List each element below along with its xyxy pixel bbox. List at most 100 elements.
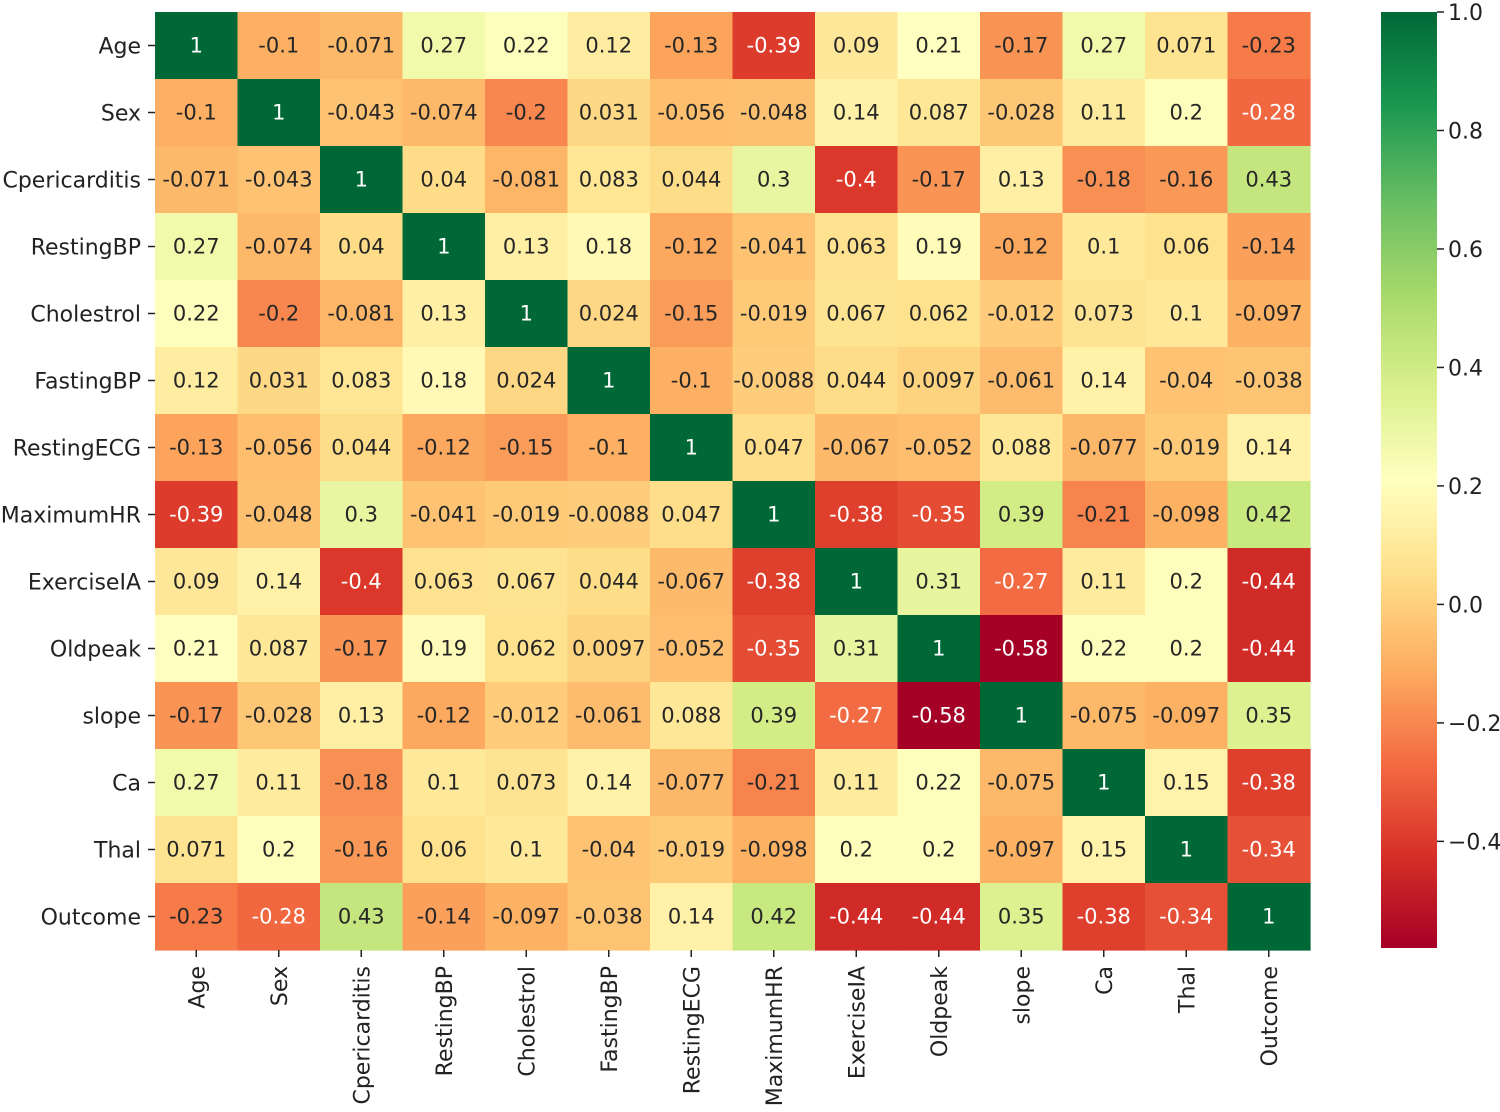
- heatmap-cell-thal-cholestrol: [485, 816, 569, 884]
- heatmap-cell-fastingbp-restingecg: [650, 347, 734, 415]
- cell-value-label: 0.22: [1080, 637, 1127, 661]
- heatmap-cell-age-exerciseia: [815, 12, 899, 80]
- heatmap-cell-slope-maximumhr: [732, 682, 816, 750]
- heatmap-cell-sex-ca: [1062, 79, 1146, 147]
- heatmap-cell-age-restingbp: [402, 12, 486, 80]
- cell-value-label: -0.04: [1159, 369, 1213, 393]
- heatmap-cell-slope-ca: [1062, 682, 1146, 750]
- cell-value-label: -0.38: [829, 503, 883, 527]
- cell-value-label: 0.087: [249, 637, 309, 661]
- cell-value-label: 1: [685, 436, 698, 460]
- cell-value-label: -0.38: [1242, 771, 1296, 795]
- cell-value-label: 0.22: [173, 302, 220, 326]
- heatmap-cell-slope-restingecg: [650, 682, 734, 750]
- heatmap-cell-slope-slope: [980, 682, 1064, 750]
- row-label-restingbp: RestingBP: [31, 236, 141, 261]
- row-label-ca: Ca: [112, 772, 141, 797]
- cell-value-label: 0.031: [579, 101, 639, 125]
- column-label-oldpeak: Oldpeak: [928, 966, 953, 1057]
- cell-value-label: -0.052: [657, 637, 725, 661]
- heatmap-cell-exerciseia-ca: [1062, 548, 1146, 616]
- heatmap-cell-cpericarditis-outcome: [1227, 146, 1311, 214]
- heatmap-cell-oldpeak-age: [155, 615, 239, 683]
- cell-value-label: -0.1: [588, 436, 629, 460]
- heatmap-cell-maximumhr-sex: [237, 481, 321, 549]
- heatmap-cell-maximumhr-maximumhr: [732, 481, 816, 549]
- heatmap-cell-cpericarditis-restingecg: [650, 146, 734, 214]
- row-label-slope: slope: [82, 705, 141, 730]
- heatmap-cell-age-thal: [1145, 12, 1229, 80]
- cell-value-label: 0.11: [1080, 570, 1127, 594]
- cell-value-label: -0.0088: [733, 369, 814, 393]
- heatmap-cell-outcome-slope: [980, 883, 1064, 951]
- cell-value-label: 0.083: [579, 168, 639, 192]
- cell-value-label: 0.14: [585, 771, 632, 795]
- cell-value-label: -0.23: [1242, 34, 1296, 58]
- cell-value-label: -0.23: [169, 905, 223, 929]
- cell-value-label: 1: [1097, 771, 1110, 795]
- cell-value-label: 0.3: [345, 503, 378, 527]
- heatmap-cell-outcome-restingecg: [650, 883, 734, 951]
- heatmap-cell-slope-outcome: [1227, 682, 1311, 750]
- heatmap-cell-ca-thal: [1145, 749, 1229, 817]
- heatmap-cell-maximumhr-ca: [1062, 481, 1146, 549]
- cell-value-label: 0.044: [661, 168, 721, 192]
- heatmap-cell-cholestrol-restingecg: [650, 280, 734, 348]
- heatmap-cell-restingecg-restingecg: [650, 414, 734, 482]
- row-label-age: Age: [98, 35, 141, 60]
- cell-value-label: 0.22: [915, 771, 962, 795]
- cell-value-label: -0.048: [740, 101, 808, 125]
- row-label-thal: Thal: [93, 839, 141, 864]
- cell-value-label: -0.098: [740, 838, 808, 862]
- heatmap-cell-slope-restingbp: [402, 682, 486, 750]
- cell-value-label: -0.071: [162, 168, 230, 192]
- cell-value-label: 1: [1015, 704, 1028, 728]
- heatmap-cell-fastingbp-ca: [1062, 347, 1146, 415]
- heatmap-cell-restingbp-restingbp: [402, 213, 486, 281]
- heatmap-cell-ca-oldpeak: [897, 749, 981, 817]
- heatmap-cell-slope-fastingbp: [567, 682, 651, 750]
- heatmap-cell-cholestrol-cpericarditis: [320, 280, 404, 348]
- heatmap-cell-cpericarditis-exerciseia: [815, 146, 899, 214]
- cell-value-label: -0.17: [334, 637, 388, 661]
- heatmap-cell-outcome-restingbp: [402, 883, 486, 951]
- heatmap-cell-cholestrol-oldpeak: [897, 280, 981, 348]
- cell-value-label: -0.012: [492, 704, 560, 728]
- cell-value-label: 1: [850, 570, 863, 594]
- cell-value-label: 0.42: [1245, 503, 1292, 527]
- cell-value-label: -0.38: [1077, 905, 1131, 929]
- heatmap-cell-maximumhr-outcome: [1227, 481, 1311, 549]
- colorbar-tick-label: 0.2: [1448, 475, 1483, 500]
- heatmap-cell-fastingbp-restingbp: [402, 347, 486, 415]
- heatmap-cell-fastingbp-cpericarditis: [320, 347, 404, 415]
- cell-value-label: 0.14: [833, 101, 880, 125]
- cell-value-label: -0.2: [506, 101, 547, 125]
- cell-value-label: -0.056: [245, 436, 313, 460]
- heatmap-cell-restingbp-thal: [1145, 213, 1229, 281]
- cell-value-label: -0.075: [1070, 704, 1138, 728]
- cell-value-label: -0.12: [417, 436, 471, 460]
- heatmap-cell-cholestrol-sex: [237, 280, 321, 348]
- colorbar-tick-label: 0.4: [1448, 356, 1483, 381]
- heatmap-cell-sex-cholestrol: [485, 79, 569, 147]
- heatmap-cell-restingbp-cholestrol: [485, 213, 569, 281]
- heatmap-cell-ca-cpericarditis: [320, 749, 404, 817]
- cell-value-label: -0.028: [245, 704, 313, 728]
- heatmap-cell-restingecg-maximumhr: [732, 414, 816, 482]
- cell-value-label: 0.088: [661, 704, 721, 728]
- heatmap-cell-restingbp-ca: [1062, 213, 1146, 281]
- cell-value-label: -0.04: [582, 838, 636, 862]
- heatmap-cell-cpericarditis-slope: [980, 146, 1064, 214]
- heatmap-cell-cholestrol-slope: [980, 280, 1064, 348]
- heatmap-cell-restingbp-age: [155, 213, 239, 281]
- cell-value-label: 0.2: [922, 838, 955, 862]
- cell-value-label: 0.031: [249, 369, 309, 393]
- heatmap-cell-restingbp-outcome: [1227, 213, 1311, 281]
- row-label-cpericarditis: Cpericarditis: [2, 169, 141, 194]
- heatmap-cell-oldpeak-sex: [237, 615, 321, 683]
- heatmap-cell-thal-oldpeak: [897, 816, 981, 884]
- heatmap-cell-age-fastingbp: [567, 12, 651, 80]
- cell-value-label: 0.2: [262, 838, 295, 862]
- cell-value-label: 0.1: [1170, 302, 1203, 326]
- heatmap-cell-thal-age: [155, 816, 239, 884]
